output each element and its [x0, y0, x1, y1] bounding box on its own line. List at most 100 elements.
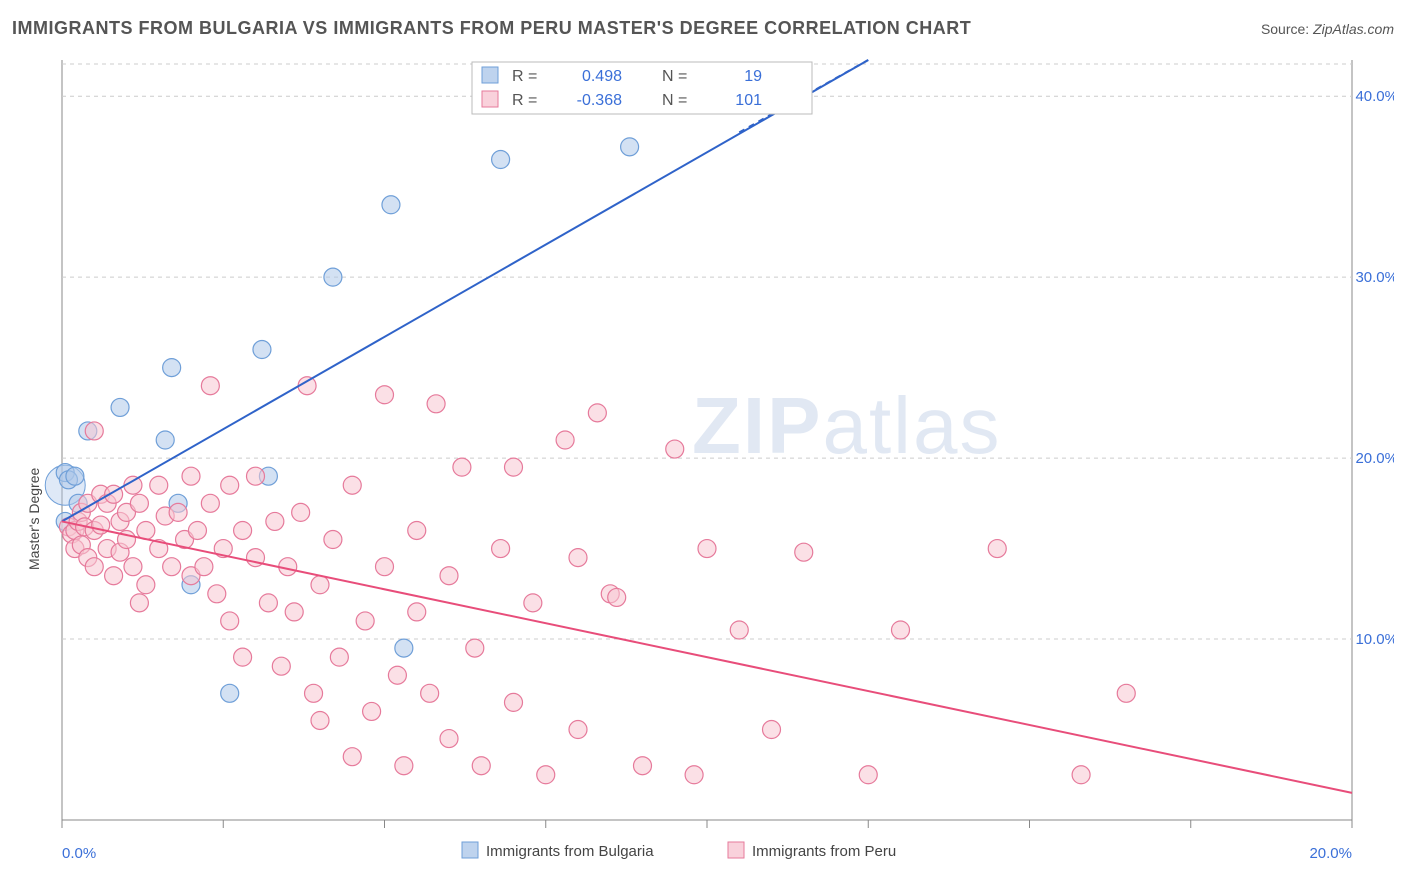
scatter-point — [221, 476, 239, 494]
scatter-point — [440, 730, 458, 748]
legend-n-label: N = — [662, 92, 687, 109]
scatter-point — [130, 594, 148, 612]
legend-swatch — [728, 842, 744, 858]
scatter-point — [330, 648, 348, 666]
legend-swatch — [482, 67, 498, 83]
y-tick-label: 10.0% — [1355, 631, 1394, 648]
legend-r-value: 0.498 — [582, 68, 622, 85]
chart-source: Source: ZipAtlas.com — [1261, 21, 1394, 37]
x-tick-label: 0.0% — [62, 845, 96, 862]
scatter-point — [505, 693, 523, 711]
scatter-point — [259, 594, 277, 612]
legend-r-label: R = — [512, 68, 537, 85]
scatter-point — [1072, 766, 1090, 784]
scatter-point — [324, 268, 342, 286]
scatter-point — [763, 721, 781, 739]
scatter-point — [311, 576, 329, 594]
scatter-point — [85, 558, 103, 576]
scatter-point — [221, 612, 239, 630]
scatter-point — [247, 467, 265, 485]
scatter-point — [382, 196, 400, 214]
scatter-point — [472, 757, 490, 775]
scatter-point — [556, 431, 574, 449]
scatter-point — [492, 540, 510, 558]
regression-line — [62, 521, 1352, 792]
scatter-point — [453, 458, 471, 476]
scatter-point — [466, 639, 484, 657]
scatter-point — [892, 621, 910, 639]
scatter-point — [440, 567, 458, 585]
scatter-point — [608, 588, 626, 606]
legend-n-value: 101 — [735, 92, 762, 109]
scatter-point — [150, 476, 168, 494]
scatter-point — [666, 440, 684, 458]
regression-line — [62, 60, 868, 521]
scatter-point — [208, 585, 226, 603]
scatter-point — [105, 567, 123, 585]
scatter-point — [292, 503, 310, 521]
scatter-point — [505, 458, 523, 476]
scatter-point — [182, 467, 200, 485]
scatter-point — [85, 422, 103, 440]
legend-swatch — [482, 91, 498, 107]
scatter-point — [272, 657, 290, 675]
chart-area: Master's Degree ZIPatlas 10.0%20.0%30.0%… — [12, 50, 1394, 880]
scatter-point — [492, 151, 510, 169]
scatter-point — [569, 549, 587, 567]
scatter-point — [698, 540, 716, 558]
scatter-point — [621, 138, 639, 156]
scatter-point — [795, 543, 813, 561]
scatter-point — [588, 404, 606, 422]
scatter-point — [266, 512, 284, 530]
scatter-point — [343, 476, 361, 494]
scatter-point — [201, 494, 219, 512]
scatter-point — [356, 612, 374, 630]
legend-swatch — [462, 842, 478, 858]
scatter-point — [66, 467, 84, 485]
source-link[interactable]: ZipAtlas.com — [1313, 21, 1394, 37]
scatter-point — [201, 377, 219, 395]
scatter-point — [188, 521, 206, 539]
scatter-point — [234, 648, 252, 666]
scatter-point — [524, 594, 542, 612]
scatter-point — [634, 757, 652, 775]
legend-n-label: N = — [662, 68, 687, 85]
scatter-point — [363, 702, 381, 720]
legend-series-label: Immigrants from Peru — [752, 843, 896, 860]
scatter-point — [305, 684, 323, 702]
chart-header: IMMIGRANTS FROM BULGARIA VS IMMIGRANTS F… — [12, 18, 1394, 39]
scatter-point — [324, 531, 342, 549]
scatter-point — [285, 603, 303, 621]
scatter-point — [124, 558, 142, 576]
scatter-point — [311, 711, 329, 729]
y-tick-label: 30.0% — [1355, 269, 1394, 286]
scatter-point — [130, 494, 148, 512]
correlation-scatter-chart: 10.0%20.0%30.0%40.0%0.0%20.0%R =0.498N =… — [12, 50, 1394, 880]
scatter-point — [221, 684, 239, 702]
legend-n-value: 19 — [744, 68, 762, 85]
scatter-point — [169, 503, 187, 521]
y-axis-label: Master's Degree — [26, 468, 42, 570]
scatter-point — [376, 558, 394, 576]
scatter-point — [859, 766, 877, 784]
legend-r-value: -0.368 — [577, 92, 622, 109]
scatter-point — [395, 639, 413, 657]
scatter-point — [395, 757, 413, 775]
legend-r-label: R = — [512, 92, 537, 109]
scatter-point — [163, 359, 181, 377]
scatter-point — [376, 386, 394, 404]
x-tick-label: 20.0% — [1309, 845, 1352, 862]
scatter-point — [730, 621, 748, 639]
chart-title: IMMIGRANTS FROM BULGARIA VS IMMIGRANTS F… — [12, 18, 971, 39]
scatter-point — [569, 721, 587, 739]
scatter-point — [234, 521, 252, 539]
scatter-point — [537, 766, 555, 784]
scatter-point — [137, 576, 155, 594]
scatter-point — [195, 558, 213, 576]
scatter-point — [408, 603, 426, 621]
scatter-point — [111, 398, 129, 416]
scatter-point — [388, 666, 406, 684]
scatter-point — [156, 431, 174, 449]
y-tick-label: 40.0% — [1355, 88, 1394, 105]
scatter-point — [1117, 684, 1135, 702]
